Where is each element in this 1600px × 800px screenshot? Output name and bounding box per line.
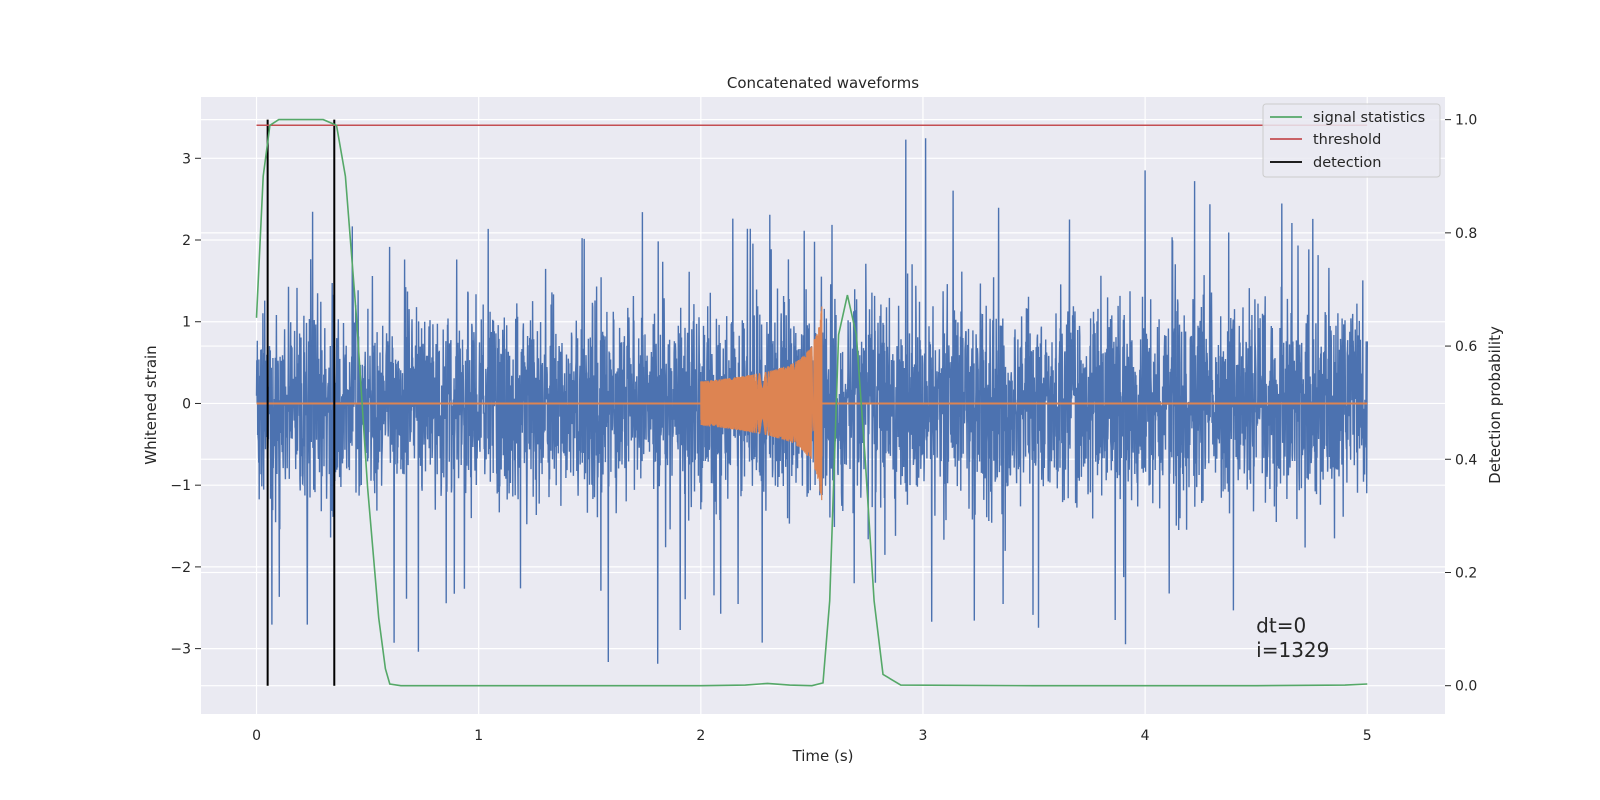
y-tick-label: 3 <box>182 151 191 167</box>
y2-tick-label: 1.0 <box>1455 113 1477 129</box>
y2-tick-label: 0.6 <box>1455 339 1477 355</box>
legend-label-threshold: threshold <box>1313 132 1381 148</box>
y2-axis-label: Detection probability <box>1486 326 1504 484</box>
y-axis-left-ticks: −3 −2 −1 0 1 2 3 <box>170 151 201 658</box>
y2-tick-label: 0.4 <box>1455 452 1477 468</box>
annotation-index: i=1329 <box>1256 638 1329 662</box>
y-axis-label: Whitened strain <box>142 345 160 464</box>
legend-box <box>1262 103 1441 178</box>
y2-tick-label: 0.2 <box>1455 565 1477 581</box>
y2-tick-label: 0.8 <box>1455 226 1477 242</box>
y-tick-label: 1 <box>182 315 191 331</box>
x-axis-label: Time (s) <box>792 747 854 765</box>
series-chirp <box>700 306 823 501</box>
x-tick-label: 5 <box>1363 728 1372 744</box>
x-tick-label: 2 <box>696 728 705 744</box>
detection-lines <box>266 119 336 686</box>
y-axis-right-ticks: 0.0 0.2 0.4 0.6 0.8 1.0 <box>1445 113 1477 695</box>
x-tick-label: 3 <box>919 728 928 744</box>
x-axis-ticks: 0 1 2 3 4 5 <box>252 728 1372 744</box>
legend-label-signal-statistics: signal statistics <box>1313 110 1425 126</box>
chart-title: Concatenated waveforms <box>727 74 919 92</box>
legend-label-detection: detection <box>1313 155 1381 171</box>
x-tick-label: 0 <box>252 728 261 744</box>
y-tick-label: −1 <box>170 478 191 494</box>
y-tick-label: −3 <box>170 642 191 658</box>
annotation-dt: dt=0 <box>1256 613 1306 637</box>
signal-statistics-line <box>255 118 1368 687</box>
y-tick-label: −2 <box>170 560 191 576</box>
y-tick-label: 0 <box>182 396 191 412</box>
x-tick-label: 1 <box>474 728 483 744</box>
y-tick-label: 2 <box>182 233 191 249</box>
legend: signal statistics threshold detection <box>1262 103 1441 178</box>
x-tick-label: 4 <box>1141 728 1150 744</box>
y2-tick-label: 0.0 <box>1455 679 1477 695</box>
